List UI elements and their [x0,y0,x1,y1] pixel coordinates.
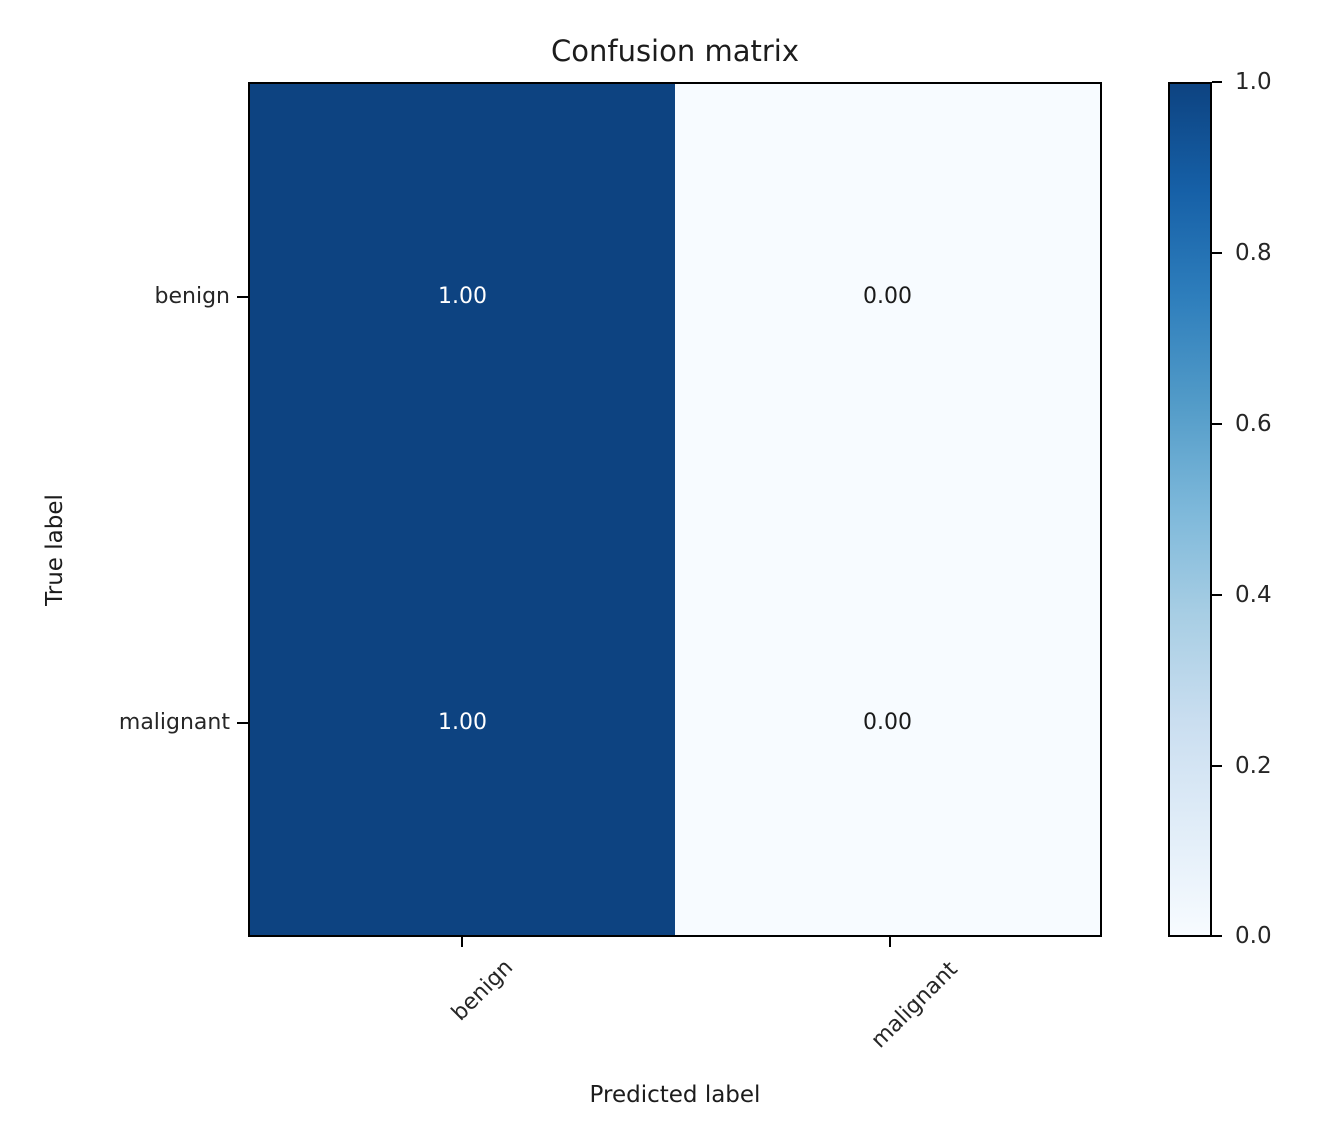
y-tick-label-malignant: malignant [118,710,230,735]
chart-title: Confusion matrix [550,34,799,68]
colorbar-tick-mark [1212,594,1222,596]
x-tick-label-malignant: malignant [866,957,963,1054]
colorbar-tick-label: 0.6 [1235,411,1272,437]
heatmap-plot: 1.00 0.00 1.00 0.00 [248,82,1102,937]
x-tick-label-benign: benign [446,955,518,1027]
y-tick-label-benign: benign [154,284,230,309]
y-axis-label: True label [42,494,68,606]
colorbar-tick-label: 0.4 [1235,582,1272,608]
colorbar-tick-label: 1.0 [1235,69,1272,95]
heatmap-cell-true-malignant-pred-malignant: 0.00 [675,509,1100,935]
colorbar-tick-mark [1212,935,1222,937]
colorbar-tick-label: 0.8 [1235,240,1272,266]
heatmap-cell-true-benign-pred-benign: 1.00 [250,84,675,510]
y-axis-tick-mark [237,722,248,724]
colorbar-tick-mark [1212,252,1222,254]
colorbar-tick-mark [1212,423,1222,425]
x-axis-label: Predicted label [589,1082,761,1108]
colorbar-tick-label: 0.2 [1235,753,1272,779]
colorbar [1168,82,1212,937]
colorbar-tick-label: 0.0 [1235,923,1272,949]
x-axis-tick-mark [461,937,463,947]
colorbar-tick-mark [1212,765,1222,767]
x-axis-tick-mark [889,937,891,947]
heatmap-cell-true-benign-pred-malignant: 0.00 [675,84,1100,510]
colorbar-tick-mark [1212,81,1222,83]
heatmap-cell-true-malignant-pred-benign: 1.00 [250,509,675,935]
y-axis-tick-mark [237,296,248,298]
